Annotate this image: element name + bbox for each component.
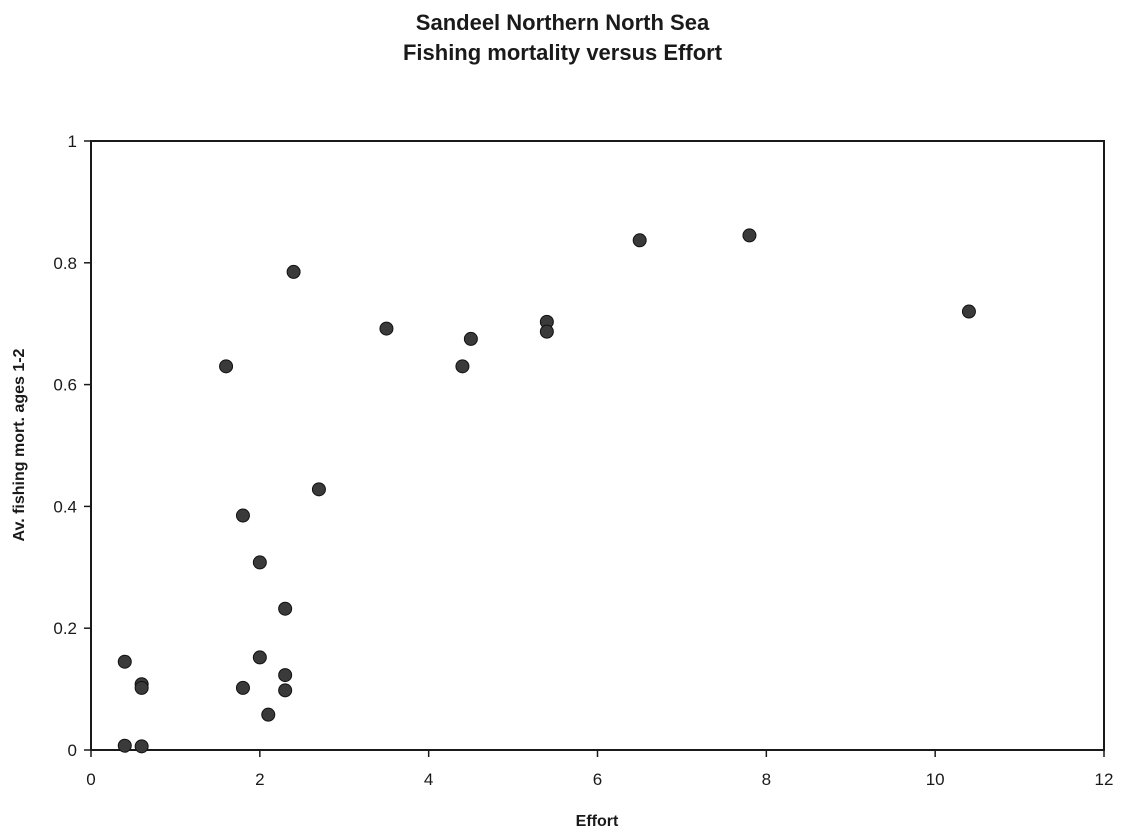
data-point [278, 683, 293, 698]
data-point [455, 359, 470, 374]
y-tick-label: 0.6 [53, 376, 77, 395]
data-point [261, 707, 276, 722]
chart-subtitle: Fishing mortality versus Effort [402, 40, 723, 65]
data-point [219, 359, 234, 374]
data-point [632, 233, 647, 248]
data-point [278, 668, 293, 683]
data-point [278, 601, 293, 616]
data-point [235, 508, 250, 523]
data-point [235, 680, 250, 695]
y-tick-label: 1 [68, 132, 77, 151]
data-point [117, 654, 132, 669]
x-tick-label: 8 [762, 770, 771, 789]
data-point [379, 321, 394, 336]
data-point [463, 331, 478, 346]
y-tick-label: 0.8 [53, 254, 77, 273]
x-tick-label: 6 [593, 770, 602, 789]
x-tick-label: 10 [926, 770, 945, 789]
data-point [742, 228, 757, 243]
x-tick-label: 12 [1095, 770, 1114, 789]
plot-area-frame [90, 140, 1105, 751]
data-point [134, 680, 149, 695]
y-tick-label: 0 [68, 741, 77, 760]
data-point [311, 482, 326, 497]
chart-title-line-1: Sandeel Northern North Sea [415, 10, 710, 35]
chart-title: Sandeel Northern North Sea Fishing morta… [0, 8, 1125, 68]
data-point [252, 555, 267, 570]
data-point [961, 304, 976, 319]
x-tick-label: 0 [86, 770, 95, 789]
y-axis-ticks: 0 0.2 0.4 0.6 0.8 1 [53, 132, 91, 760]
data-point [134, 739, 149, 754]
x-tick-label: 4 [424, 770, 433, 789]
x-axis-label: Effort [576, 813, 619, 830]
data-point [539, 324, 554, 339]
data-point [252, 650, 267, 665]
data-points [117, 228, 976, 754]
y-tick-label: 0.2 [53, 619, 77, 638]
y-axis-label: Av. fishing mort. ages 1-2 [11, 348, 28, 541]
x-tick-label: 2 [255, 770, 264, 789]
x-axis-ticks: 0 2 4 6 8 10 12 [86, 750, 1113, 789]
data-point [286, 264, 301, 279]
data-point [117, 738, 132, 753]
y-tick-label: 0.4 [53, 497, 77, 516]
